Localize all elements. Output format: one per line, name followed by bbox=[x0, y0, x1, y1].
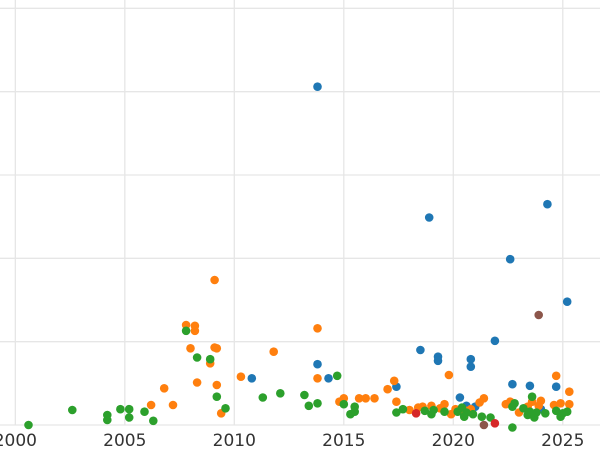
data-point bbox=[459, 412, 469, 422]
grid bbox=[0, 0, 600, 426]
data-point bbox=[212, 392, 222, 402]
data-point bbox=[508, 379, 517, 389]
data-point bbox=[505, 254, 515, 264]
data-point bbox=[508, 423, 517, 432]
x-tick-label: 2010 bbox=[213, 431, 256, 450]
data-point bbox=[565, 387, 574, 397]
x-tick-label: 2000 bbox=[0, 431, 37, 450]
data-point bbox=[190, 326, 200, 336]
data-point bbox=[247, 374, 257, 383]
data-point bbox=[116, 404, 125, 414]
data-point bbox=[562, 297, 572, 307]
data-point bbox=[416, 345, 425, 355]
data-point bbox=[556, 399, 565, 408]
data-point bbox=[420, 406, 430, 416]
data-point bbox=[339, 394, 349, 403]
data-point bbox=[392, 397, 401, 407]
data-point bbox=[210, 275, 219, 285]
data-point bbox=[68, 405, 77, 415]
data-point bbox=[304, 401, 314, 411]
data-point bbox=[332, 371, 342, 381]
x-axis-ticks: 2000 2005 2010 2015 2020 2025 bbox=[0, 431, 584, 450]
x-tick-label: 2015 bbox=[322, 431, 365, 450]
data-point bbox=[392, 408, 401, 417]
data-point bbox=[324, 374, 333, 383]
data-point bbox=[313, 399, 322, 408]
data-point bbox=[424, 213, 434, 222]
data-point bbox=[534, 310, 543, 320]
data-point bbox=[313, 359, 322, 369]
data-point bbox=[140, 407, 149, 417]
data-point bbox=[236, 372, 246, 382]
data-points bbox=[24, 82, 574, 432]
data-point bbox=[411, 409, 421, 418]
data-point bbox=[146, 400, 156, 410]
data-point bbox=[527, 392, 537, 402]
data-point bbox=[551, 371, 561, 381]
data-point bbox=[313, 324, 322, 333]
data-point bbox=[192, 378, 202, 387]
x-tick-label: 2025 bbox=[541, 431, 584, 450]
data-point bbox=[519, 404, 528, 413]
data-point bbox=[186, 344, 195, 353]
data-point bbox=[466, 354, 476, 364]
data-point bbox=[536, 396, 546, 406]
data-point bbox=[212, 344, 222, 353]
data-point bbox=[479, 420, 489, 430]
data-point bbox=[490, 419, 500, 428]
data-point bbox=[313, 374, 322, 383]
data-point bbox=[313, 82, 322, 91]
data-point bbox=[433, 356, 443, 366]
data-point bbox=[541, 409, 550, 418]
data-point bbox=[440, 399, 449, 409]
data-point bbox=[354, 394, 364, 403]
data-point bbox=[205, 354, 215, 364]
data-point bbox=[543, 199, 552, 209]
data-point bbox=[361, 394, 371, 403]
data-point bbox=[565, 399, 574, 409]
data-point bbox=[124, 413, 134, 422]
data-point bbox=[103, 415, 112, 425]
data-point bbox=[258, 393, 268, 402]
data-point bbox=[149, 416, 158, 426]
data-point bbox=[551, 382, 561, 392]
data-point bbox=[429, 405, 438, 415]
data-point bbox=[212, 380, 222, 390]
data-point bbox=[455, 393, 465, 402]
data-point bbox=[221, 404, 230, 413]
data-point bbox=[466, 362, 476, 372]
data-point bbox=[532, 408, 541, 417]
data-point bbox=[181, 326, 191, 336]
data-point bbox=[339, 399, 349, 409]
data-point bbox=[510, 399, 519, 408]
data-point bbox=[370, 394, 379, 403]
data-point bbox=[276, 389, 285, 398]
data-point bbox=[389, 376, 399, 386]
data-point bbox=[300, 390, 309, 400]
x-tick-label: 2020 bbox=[432, 431, 475, 450]
data-point bbox=[468, 409, 478, 419]
data-point bbox=[551, 406, 561, 416]
data-point bbox=[405, 405, 414, 415]
data-point bbox=[24, 420, 33, 430]
data-point bbox=[398, 404, 408, 414]
data-point bbox=[477, 412, 487, 422]
data-point bbox=[124, 404, 134, 414]
data-point bbox=[269, 347, 279, 357]
data-point bbox=[159, 384, 169, 393]
data-point bbox=[562, 407, 572, 417]
data-point bbox=[192, 353, 202, 362]
data-point bbox=[168, 400, 178, 410]
data-point bbox=[350, 402, 360, 412]
data-point bbox=[440, 407, 449, 417]
data-point bbox=[490, 336, 500, 346]
data-point bbox=[383, 384, 392, 394]
data-point bbox=[525, 381, 535, 391]
x-tick-label: 2005 bbox=[103, 431, 146, 450]
data-point bbox=[479, 394, 489, 403]
data-point bbox=[444, 370, 454, 380]
